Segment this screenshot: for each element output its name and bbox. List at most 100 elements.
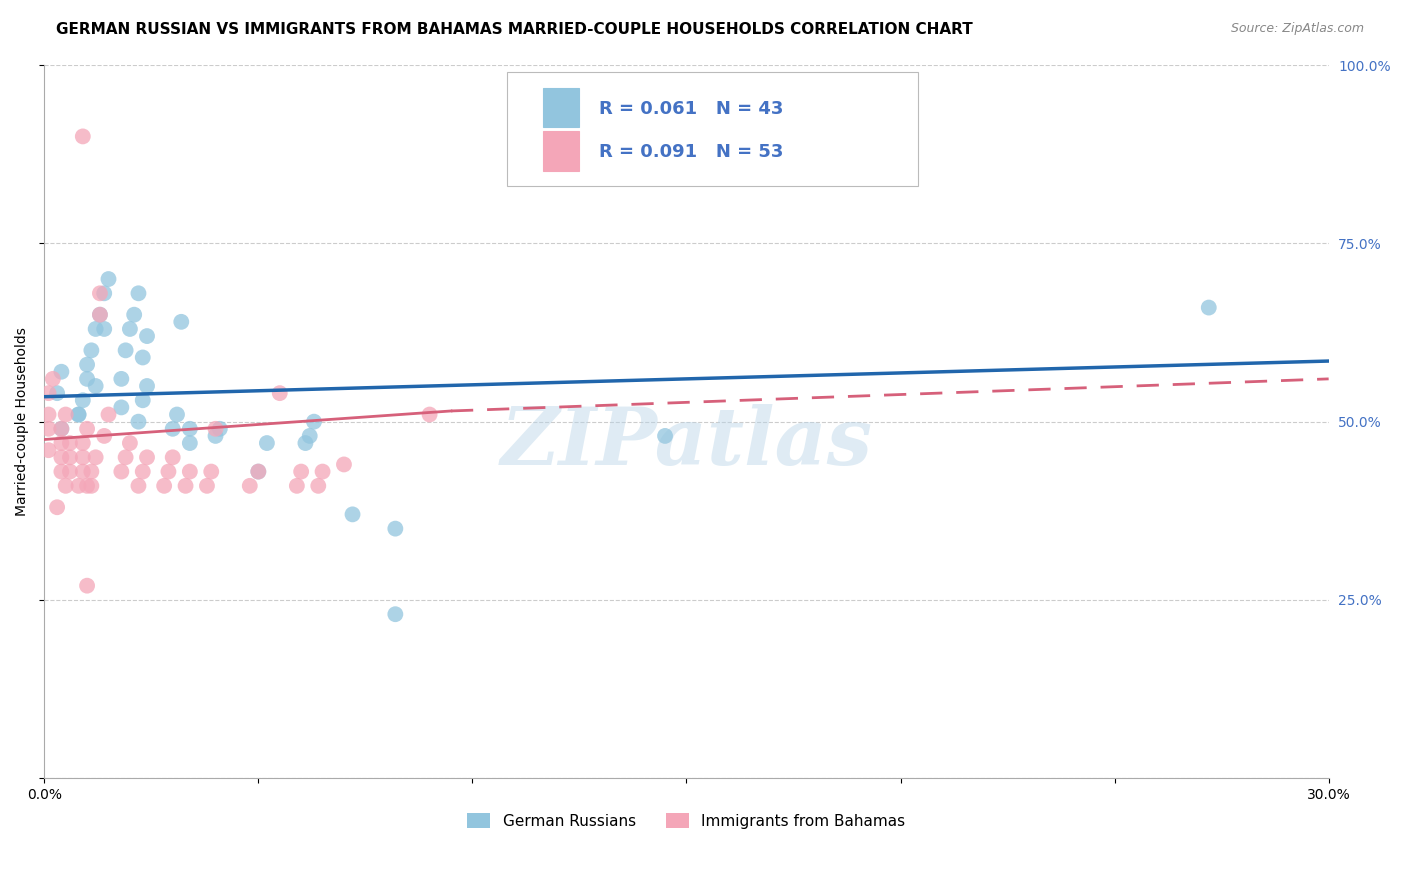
Point [55,479,77,493]
Point [51,422,73,436]
Point [38,386,60,401]
Point [298,429,321,443]
Point [1198,301,1220,315]
Point [72,393,94,408]
Point [84,379,107,393]
Point [51,436,73,450]
Point [162,422,184,436]
Point [118,436,141,450]
Point [132,393,155,408]
Point [290,465,312,479]
FancyBboxPatch shape [543,88,579,128]
Point [76,358,98,372]
Point [302,415,325,429]
Point [195,479,218,493]
Point [307,479,329,493]
Point [67,408,90,422]
Point [38,422,60,436]
Point [239,479,262,493]
Point [72,450,94,465]
Point [55,408,77,422]
Text: R = 0.091   N = 53: R = 0.091 N = 53 [599,143,783,161]
Point [110,372,132,386]
Point [179,436,201,450]
Point [122,308,145,322]
Point [110,401,132,415]
Point [333,458,356,472]
Point [311,465,333,479]
Point [384,607,406,622]
Point [136,450,159,465]
Point [114,450,136,465]
Point [200,465,222,479]
Point [80,465,103,479]
Point [76,479,98,493]
Point [166,408,188,422]
Point [285,479,308,493]
FancyBboxPatch shape [506,72,918,186]
Point [51,365,73,379]
Point [89,308,111,322]
Point [118,322,141,336]
Point [84,450,107,465]
Point [136,379,159,393]
Text: Source: ZipAtlas.com: Source: ZipAtlas.com [1230,22,1364,36]
Point [59,465,82,479]
Point [132,465,155,479]
Point [136,329,159,343]
Point [38,408,60,422]
Point [46,386,69,401]
Y-axis label: Married-couple Households: Married-couple Households [15,327,30,516]
Point [208,422,231,436]
Point [162,450,184,465]
Point [247,465,270,479]
Point [204,429,226,443]
Point [76,372,98,386]
Point [170,315,193,329]
Text: GERMAN RUSSIAN VS IMMIGRANTS FROM BAHAMAS MARRIED-COUPLE HOUSEHOLDS CORRELATION : GERMAN RUSSIAN VS IMMIGRANTS FROM BAHAMA… [56,22,973,37]
Point [76,422,98,436]
Point [114,343,136,358]
Point [51,422,73,436]
Point [127,415,149,429]
Point [342,508,364,522]
Point [51,450,73,465]
Point [419,408,441,422]
Point [72,436,94,450]
Point [269,386,291,401]
Point [110,465,132,479]
Point [72,465,94,479]
Point [89,308,111,322]
Point [59,436,82,450]
Text: R = 0.061   N = 43: R = 0.061 N = 43 [599,100,783,119]
Point [84,322,107,336]
Point [294,436,316,450]
Point [256,436,278,450]
Point [174,479,197,493]
Point [247,465,270,479]
Point [97,272,120,286]
Point [93,429,115,443]
Point [204,422,226,436]
Point [72,129,94,144]
Point [67,479,90,493]
Point [153,479,176,493]
Point [80,479,103,493]
Point [42,372,65,386]
Point [67,408,90,422]
Point [97,408,120,422]
Point [38,443,60,458]
Point [179,422,201,436]
Point [80,343,103,358]
Point [93,322,115,336]
Point [93,286,115,301]
FancyBboxPatch shape [543,131,579,170]
Point [76,579,98,593]
Point [654,429,676,443]
Point [59,450,82,465]
Text: ZIPatlas: ZIPatlas [501,404,873,482]
Point [127,286,149,301]
Point [89,286,111,301]
Point [127,479,149,493]
Legend: German Russians, Immigrants from Bahamas: German Russians, Immigrants from Bahamas [461,806,911,835]
